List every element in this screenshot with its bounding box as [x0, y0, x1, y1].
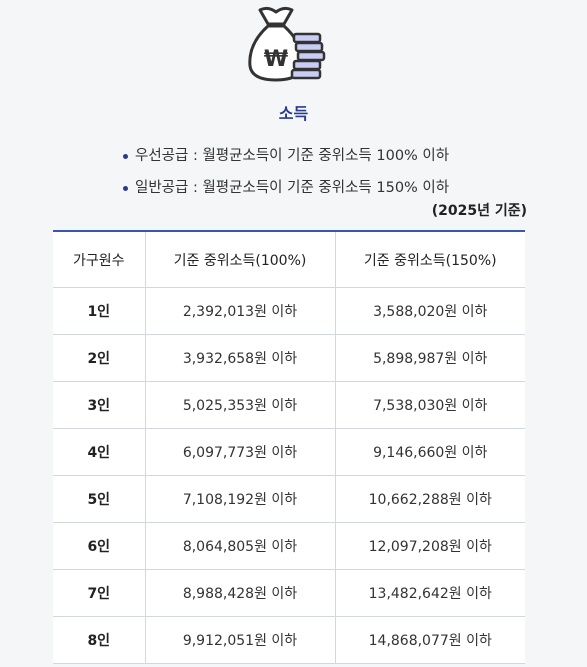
income-100: 5,025,353원 이하: [144, 381, 335, 429]
income-150: 5,898,987원 이하: [334, 334, 525, 382]
household-size: 8인: [53, 616, 145, 664]
income-150: 3,588,020원 이하: [334, 287, 525, 335]
table-header-row: 가구원수 기준 중위소득(100%) 기준 중위소득(150%): [53, 230, 525, 288]
table-row: 5인 7,108,192원 이하 10,662,288원 이하: [53, 475, 525, 523]
income-150: 10,662,288원 이하: [334, 475, 525, 523]
income-100: 3,932,658원 이하: [144, 334, 335, 382]
household-size: 1인: [53, 287, 145, 335]
household-size: 3인: [53, 381, 145, 429]
table-row: 1인 2,392,013원 이하 3,588,020원 이하: [53, 287, 525, 335]
bullet-text: 일반공급 : 월평균소득이 기준 중위소득 150% 이하: [135, 180, 450, 196]
household-size: 4인: [53, 428, 145, 476]
money-bag-won-icon: ₩: [246, 4, 330, 84]
income-150: 14,868,077원 이하: [334, 616, 525, 664]
list-item: 일반공급 : 월평균소득이 기준 중위소득 150% 이하: [123, 172, 449, 204]
household-size: 6인: [53, 522, 145, 570]
income-100: 9,912,051원 이하: [144, 616, 335, 664]
income-table: 가구원수 기준 중위소득(100%) 기준 중위소득(150%) 1인 2,39…: [53, 230, 525, 664]
household-size: 7인: [53, 569, 145, 617]
income-100: 6,097,773원 이하: [144, 428, 335, 476]
table-row: 6인 8,064,805원 이하 12,097,208원 이하: [53, 522, 525, 570]
won-symbol: ₩: [264, 47, 288, 72]
income-150: 13,482,642원 이하: [334, 569, 525, 617]
income-100: 7,108,192원 이하: [144, 475, 335, 523]
income-150: 9,146,660원 이하: [334, 428, 525, 476]
household-size: 5인: [53, 475, 145, 523]
income-150: 12,097,208원 이하: [334, 522, 525, 570]
income-100: 8,064,805원 이하: [144, 522, 335, 570]
income-100: 2,392,013원 이하: [144, 287, 335, 335]
table-row: 7인 8,988,428원 이하 13,482,642원 이하: [53, 569, 525, 617]
bullet-text: 우선공급 : 월평균소득이 기준 중위소득 100% 이하: [135, 148, 450, 164]
header-median-150: 기준 중위소득(150%): [334, 230, 525, 288]
table-row: 2인 3,932,658원 이하 5,898,987원 이하: [53, 334, 525, 382]
income-150: 7,538,030원 이하: [334, 381, 525, 429]
bullet-dot-icon: [123, 153, 128, 159]
table-row: 4인 6,097,773원 이하 9,146,660원 이하: [53, 428, 525, 476]
eligibility-list: 우선공급 : 월평균소득이 기준 중위소득 100% 이하 일반공급 : 월평균…: [123, 140, 449, 204]
household-size: 2인: [53, 334, 145, 382]
header-median-100: 기준 중위소득(100%): [144, 230, 335, 288]
bullet-dot-icon: [123, 185, 128, 191]
year-note: (2025년 기준): [431, 203, 527, 219]
table-row: 3인 5,025,353원 이하 7,538,030원 이하: [53, 381, 525, 429]
income-100: 8,988,428원 이하: [144, 569, 335, 617]
table-row: 8인 9,912,051원 이하 14,868,077원 이하: [53, 616, 525, 664]
section-title: 소득: [278, 104, 309, 123]
list-item: 우선공급 : 월평균소득이 기준 중위소득 100% 이하: [123, 140, 449, 172]
header-household-size: 가구원수: [53, 230, 145, 288]
